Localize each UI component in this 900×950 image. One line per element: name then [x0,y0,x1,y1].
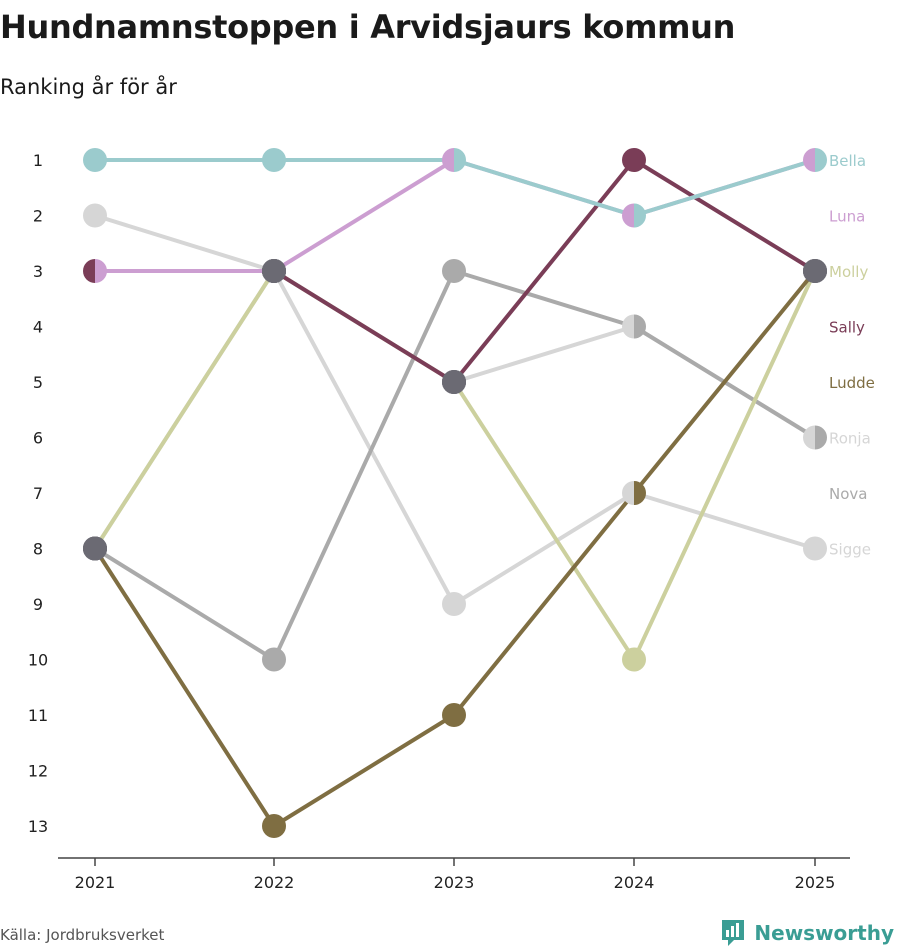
brand-name: Newsworthy [754,921,894,945]
x-tick-2024: 2024 [614,873,655,892]
y-tick-5: 5 [33,373,43,392]
marker-ludde-2024[interactable] [634,481,646,505]
chart-subtitle: Ranking år för år [0,75,177,99]
marker-ronja-2024[interactable] [622,314,634,339]
series-label-sigge: Sigge [829,541,871,559]
marker-sigge-2023[interactable] [442,592,466,616]
y-tick-6: 6 [33,429,43,448]
series-label-molly: Molly [829,263,868,281]
chart-title: Hundnamnstoppen i Arvidsjaurs kommun [0,8,736,46]
series-label-sally: Sally [829,319,865,337]
marker-sally-2021[interactable] [83,259,95,283]
marker-luna-2022[interactable] [262,259,286,283]
marker-sally-2025[interactable] [803,259,827,283]
y-tick-1: 1 [33,151,43,170]
marker-sigge-2025[interactable] [803,536,827,561]
marker-bella-2025[interactable] [815,148,827,172]
marker-molly-2024[interactable] [622,647,646,672]
marker-luna-2024[interactable] [622,203,634,228]
marker-nova-2024[interactable] [634,314,646,339]
marker-bella-2022[interactable] [262,148,286,172]
y-tick-4: 4 [33,318,43,337]
marker-luna-2025[interactable] [803,148,815,172]
marker-sigge-2024[interactable] [622,481,634,505]
y-tick-9: 9 [33,595,43,614]
marker-bella-2021[interactable] [83,148,107,172]
y-tick-13: 13 [28,817,48,836]
y-tick-7: 7 [33,484,43,503]
marker-ludde-2021[interactable] [83,536,107,561]
series-label-luna: Luna [829,208,865,226]
y-tick-10: 10 [28,651,48,670]
y-tick-11: 11 [28,706,48,725]
marker-sally-2024[interactable] [622,148,646,172]
series-line-ludde [93,269,817,828]
x-tick-2022: 2022 [254,873,295,892]
marker-ronja-2025[interactable] [803,425,815,450]
series-label-ludde: Ludde [829,374,875,392]
series-line-sigge [93,269,817,606]
brand-logo[interactable]: Newsworthy [720,918,894,948]
x-tick-2023: 2023 [434,873,475,892]
series-label-bella: Bella [829,152,866,170]
marker-nova-2025[interactable] [815,425,828,450]
marker-ronja-2021[interactable] [83,203,107,228]
marker-nova-2022[interactable] [262,647,286,672]
marker-bella-2024[interactable] [634,203,646,228]
series-label-nova: Nova [829,485,867,503]
x-tick-2025: 2025 [795,873,836,892]
newsworthy-logo-icon [722,920,745,946]
marker-luna-2023[interactable] [442,148,454,172]
series-label-ronja: Ronja [829,430,871,448]
y-tick-12: 12 [28,762,48,781]
y-tick-3: 3 [33,262,43,281]
marker-sally-2023[interactable] [442,370,466,394]
x-tick-2021: 2021 [75,873,116,892]
marker-ludde-2022[interactable] [262,814,286,838]
marker-bella-2023[interactable] [454,148,466,172]
marker-luna-2021[interactable] [95,259,107,283]
marker-ludde-2023[interactable] [442,703,466,727]
series-line-luna [93,158,817,273]
marker-nova-2023[interactable] [442,259,466,283]
y-tick-8: 8 [33,540,43,559]
source-note: Källa: Jordbruksverket [0,926,165,944]
y-tick-2: 2 [33,207,43,226]
